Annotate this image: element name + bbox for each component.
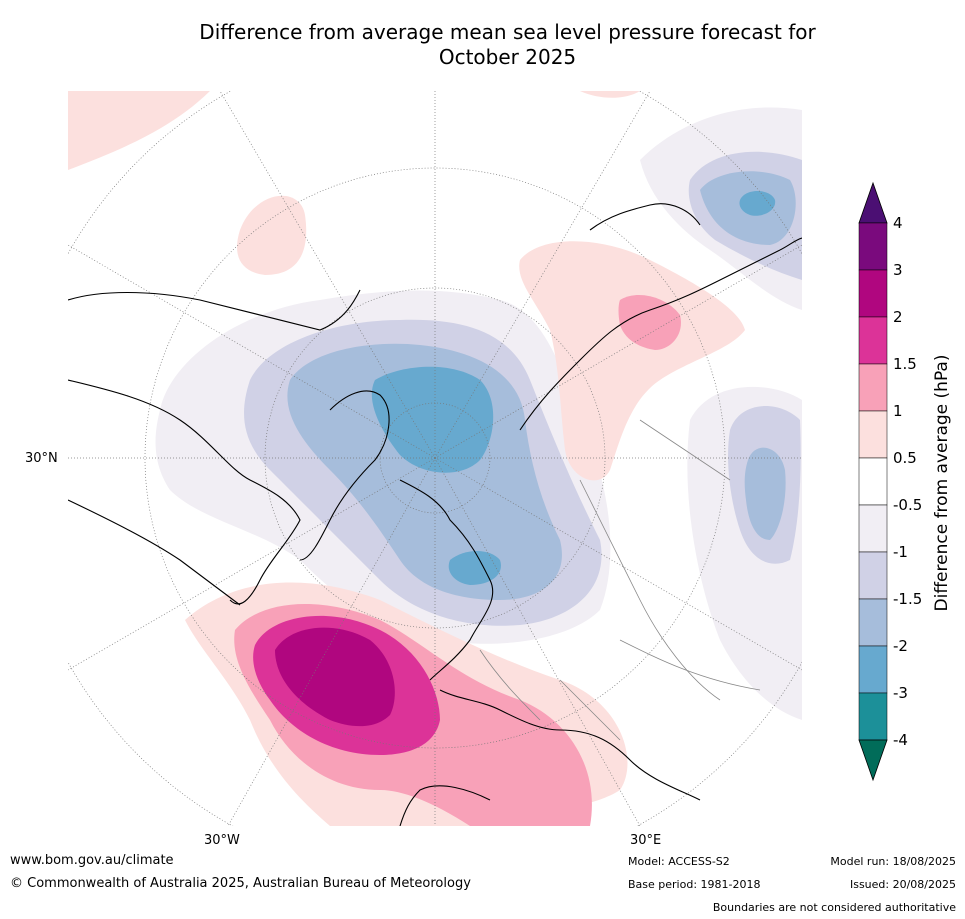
colorbar-title: Difference from average (hPa) <box>932 355 952 612</box>
colorbar-segment <box>858 551 888 600</box>
colorbar-segment <box>858 645 888 694</box>
colorbar-segment <box>858 363 888 412</box>
colorbar-segment <box>858 410 888 459</box>
title-line-2: October 2025 <box>438 45 577 69</box>
colorbar-segment <box>858 316 888 365</box>
lon-label-30e: 30°E <box>630 833 662 848</box>
colorbar-segment <box>858 598 888 647</box>
model-text: Model: ACCESS-S2 <box>628 855 730 868</box>
colorbar-tick-label: 4 <box>893 214 903 232</box>
anomaly-positive-nw <box>68 91 210 170</box>
base-period-text: Base period: 1981-2018 <box>628 878 761 891</box>
colorbar-tick-label: -1.5 <box>893 590 922 608</box>
anomaly-negative-asia-strong <box>744 447 786 540</box>
colorbar-tick-label: -3 <box>893 684 908 702</box>
lat-label-30n: 30°N <box>25 451 58 466</box>
issued-text: Issued: 20/08/2025 <box>849 878 956 891</box>
anomaly-negative-pacific-core <box>739 191 776 216</box>
anomaly-negative-central-strong <box>287 343 562 600</box>
colorbar: 4 3 2 1.5 1 0.5 -0.5 -1 -1.5 -2 -3 -4 Difference fro… <box>858 181 952 782</box>
colorbar-tick-label: -0.5 <box>893 496 922 514</box>
model-run-text: Model run: 18/08/2025 <box>830 855 956 868</box>
anomaly-positive-siberia-light <box>519 241 745 481</box>
graticule <box>68 91 802 826</box>
chart-title: Difference from average mean sea level p… <box>100 20 915 70</box>
anomaly-positive-siberia-strong <box>618 295 681 350</box>
coastlines <box>68 203 802 826</box>
lon-label-30w: 30°W <box>204 833 240 848</box>
anomaly-negative-central-core <box>371 366 494 473</box>
colorbar-tick-label: 1 <box>893 402 903 420</box>
anomaly-positive-atlantic-core <box>275 627 395 727</box>
title-line-1: Difference from average mean sea level p… <box>199 20 816 44</box>
colorbar-extend-max <box>858 181 888 224</box>
colorbar-tick-label: 3 <box>893 261 903 279</box>
colorbar-tick-label: 0.5 <box>893 449 917 467</box>
colorbar-segment <box>858 457 888 506</box>
copyright-text: © Commonwealth of Australia 2025, Austra… <box>10 876 471 891</box>
colorbar-segment <box>858 692 888 741</box>
colorbar-tick-label: 2 <box>893 308 903 326</box>
anomaly-positive-greenland-sea <box>237 195 307 275</box>
colorbar-tick-label: -1 <box>893 543 908 561</box>
disclaimer-text: Boundaries are not considered authoritat… <box>712 901 956 914</box>
country-boundaries <box>479 419 761 741</box>
colorbar-segment <box>858 269 888 318</box>
colorbar-tick-label: -2 <box>893 637 908 655</box>
colorbar-segment <box>858 504 888 553</box>
website-link[interactable]: www.bom.gov.au/climate <box>10 853 174 868</box>
anomaly-positive-top <box>580 91 640 98</box>
colorbar-extend-min <box>858 739 888 782</box>
colorbar-tick-label: -4 <box>893 731 908 749</box>
pressure-anomaly-map <box>68 91 802 826</box>
colorbar-segment <box>858 222 888 271</box>
colorbar-tick-label: 1.5 <box>893 355 917 373</box>
